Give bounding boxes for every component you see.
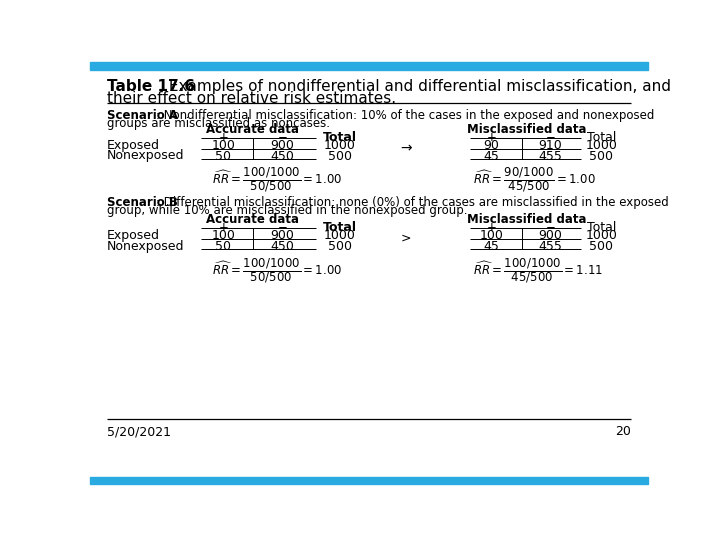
Text: +: +	[487, 131, 496, 144]
Text: 1000: 1000	[585, 229, 618, 242]
Text: 910: 910	[539, 139, 562, 152]
Text: 500: 500	[328, 150, 351, 163]
Text: Accurate data: Accurate data	[206, 123, 300, 136]
Text: 900: 900	[270, 139, 294, 152]
Text: Scenario A: Scenario A	[107, 109, 178, 122]
Text: +: +	[218, 221, 228, 234]
Text: Nonexposed: Nonexposed	[107, 150, 184, 163]
Text: : Nondifferential misclassification: 10% of the cases in the exposed and nonexpo: : Nondifferential misclassification: 10%…	[156, 109, 654, 122]
Text: 90: 90	[484, 139, 500, 152]
Text: 50: 50	[215, 240, 231, 253]
Text: 900: 900	[270, 229, 294, 242]
Text: Misclassified data: Misclassified data	[467, 213, 586, 226]
Text: 20: 20	[615, 425, 631, 438]
Text: group, while 10% are misclassified in the nonexposed group.: group, while 10% are misclassified in th…	[107, 204, 467, 217]
Bar	[90, 477, 648, 484]
Text: 45: 45	[484, 150, 500, 163]
Text: 45: 45	[484, 240, 500, 253]
Text: Misclassified data: Misclassified data	[467, 123, 586, 136]
Bar	[90, 63, 648, 70]
Text: their effect on relative risk estimates.: their effect on relative risk estimates.	[107, 91, 396, 106]
Text: 1000: 1000	[323, 139, 356, 152]
Text: Nonexposed: Nonexposed	[107, 240, 184, 253]
Text: Total: Total	[587, 131, 616, 144]
Text: $\widehat{RR} = \dfrac{100/1000}{45/500} = 1.11$: $\widehat{RR} = \dfrac{100/1000}{45/500}…	[473, 256, 603, 285]
Text: 450: 450	[270, 240, 294, 253]
Text: 500: 500	[328, 240, 351, 253]
Text: groups are misclassified as noncases.: groups are misclassified as noncases.	[107, 117, 330, 130]
Text: Exposed: Exposed	[107, 229, 160, 242]
Text: Total: Total	[587, 221, 616, 234]
Text: 455: 455	[539, 240, 562, 253]
Text: : Differential misclassification: none (0%) of the cases are misclassified in th: : Differential misclassification: none (…	[156, 195, 669, 208]
Text: +: +	[218, 131, 228, 144]
Text: 50: 50	[215, 150, 231, 163]
Text: $\widehat{RR} = \dfrac{90/1000}{45/500} = 1.00$: $\widehat{RR} = \dfrac{90/1000}{45/500} …	[473, 166, 595, 194]
Text: 450: 450	[270, 150, 294, 163]
Text: 500: 500	[590, 150, 613, 163]
Text: +: +	[487, 221, 496, 234]
Text: Total: Total	[323, 131, 356, 144]
Text: 5/20/2021: 5/20/2021	[107, 425, 171, 438]
Text: 500: 500	[590, 240, 613, 253]
Text: 100: 100	[212, 139, 235, 152]
Text: 100: 100	[480, 229, 503, 242]
Text: −: −	[546, 131, 555, 144]
Text: −: −	[277, 131, 287, 144]
Text: 1000: 1000	[585, 139, 618, 152]
Text: 900: 900	[539, 229, 562, 242]
Text: 1000: 1000	[323, 229, 356, 242]
Text: Table 17.6: Table 17.6	[107, 79, 195, 93]
Text: −: −	[546, 221, 555, 234]
Text: Examples of nondifferential and differential misclassification, and: Examples of nondifferential and differen…	[164, 79, 671, 93]
Text: Exposed: Exposed	[107, 139, 160, 152]
Text: −: −	[277, 221, 287, 234]
Text: Total: Total	[323, 221, 356, 234]
Text: 100: 100	[212, 229, 235, 242]
Text: Accurate data: Accurate data	[206, 213, 300, 226]
Text: $\widehat{RR} = \dfrac{100/1000}{50/500} = 1.00$: $\widehat{RR} = \dfrac{100/1000}{50/500}…	[212, 166, 343, 194]
Text: →: →	[400, 142, 412, 156]
Text: Scenario B: Scenario B	[107, 195, 178, 208]
Text: 455: 455	[539, 150, 562, 163]
Text: >: >	[401, 232, 411, 245]
Text: $\widehat{RR} = \dfrac{100/1000}{50/500} = 1.00$: $\widehat{RR} = \dfrac{100/1000}{50/500}…	[212, 256, 343, 285]
